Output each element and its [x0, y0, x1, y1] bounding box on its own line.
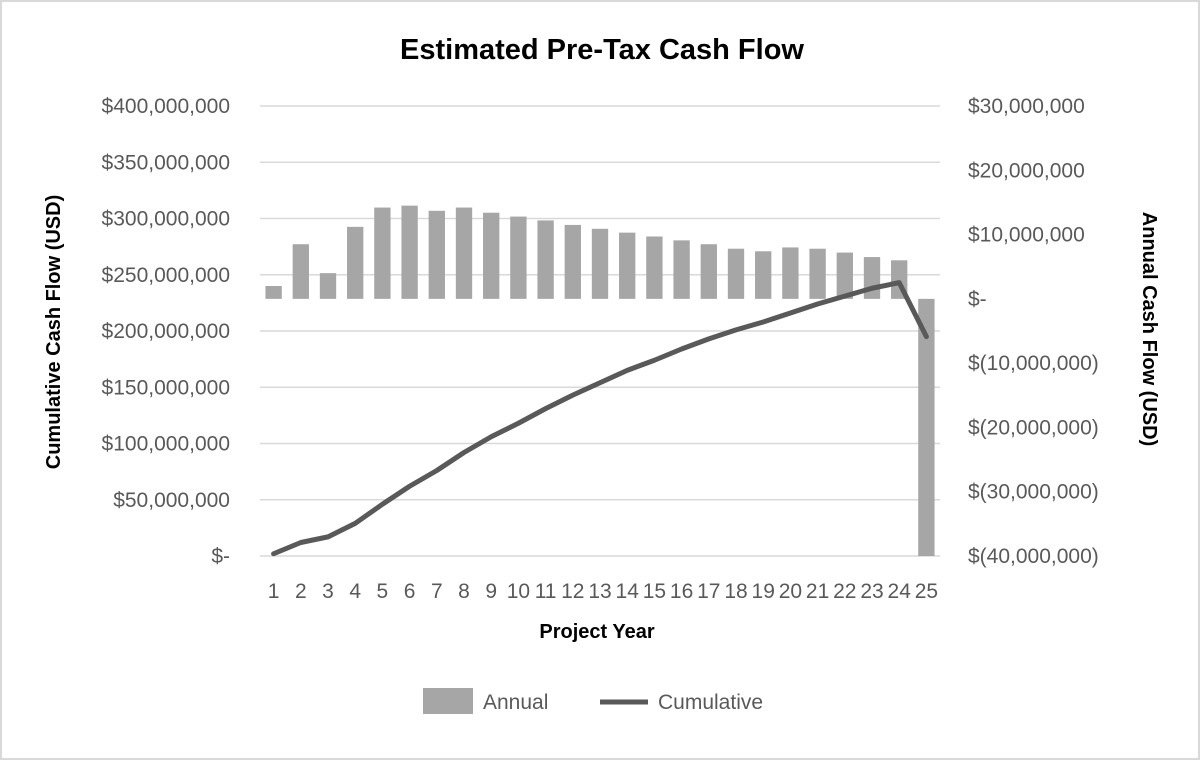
x-tick-label: 22	[833, 580, 856, 603]
legend-annual-label: Annual	[483, 691, 548, 714]
x-tick-label: 24	[888, 580, 912, 603]
annual-bar	[836, 252, 853, 299]
gridlines	[260, 105, 940, 557]
x-tick-label: 17	[697, 580, 720, 603]
x-tick-label: 15	[643, 580, 666, 603]
right-axis-title: Annual Cash Flow (USD)	[1138, 212, 1160, 446]
legend: Annual Cumulative	[423, 688, 763, 714]
right-tick-label: $(40,000,000)	[968, 545, 1099, 568]
annual-bar	[591, 228, 609, 299]
annual-bar	[863, 257, 881, 299]
cumulative-line-layer	[271, 280, 929, 557]
x-tick-label: 12	[561, 580, 584, 603]
legend-annual-swatch	[423, 688, 473, 714]
left-tick-label: $400,000,000	[102, 95, 230, 118]
annual-bar	[918, 298, 935, 556]
x-tick-label: 10	[507, 580, 530, 603]
annual-bar	[700, 244, 717, 299]
left-tick-label: $50,000,000	[113, 489, 230, 512]
annual-bar	[673, 240, 690, 299]
annual-bar	[646, 236, 663, 299]
x-tick-label: 7	[431, 580, 443, 603]
annual-bar	[619, 232, 636, 299]
right-tick-label: $10,000,000	[968, 224, 1085, 247]
annual-bar	[510, 216, 527, 299]
annual-bar	[809, 248, 826, 299]
annual-bar	[401, 205, 418, 299]
annual-bars	[265, 205, 935, 556]
right-tick-label: $(10,000,000)	[968, 352, 1099, 375]
left-tick-label: $300,000,000	[102, 208, 230, 231]
x-tick-label: 5	[377, 580, 389, 603]
cumulative-line	[271, 280, 929, 557]
x-tick-label: 6	[404, 580, 416, 603]
x-tick-label: 13	[588, 580, 611, 603]
right-tick-label: $20,000,000	[968, 159, 1085, 182]
x-tick-label: 3	[322, 580, 334, 603]
x-tick-label: 18	[724, 580, 747, 603]
annual-bar	[428, 210, 445, 299]
left-tick-label: $200,000,000	[102, 320, 230, 343]
x-tick-label: 11	[535, 580, 557, 603]
annual-bar	[374, 207, 391, 299]
x-tick-label: 19	[752, 580, 775, 603]
left-tick-label: $150,000,000	[102, 376, 230, 399]
right-tick-label: $(20,000,000)	[968, 416, 1099, 439]
x-tick-label: 25	[915, 580, 938, 603]
x-tick-label: 20	[779, 580, 802, 603]
x-axis-tick-labels: 1 2 3 4 5 6 7 8 9 10 11 12 13 14 15 16 17 18 19 20 21 22 23 24 2…	[268, 580, 938, 603]
x-tick-label: 9	[485, 580, 497, 603]
annual-bar	[727, 248, 745, 299]
left-tick-label: $100,000,000	[102, 433, 230, 456]
right-tick-label: $30,000,000	[968, 95, 1085, 118]
x-tick-label: 14	[616, 580, 640, 603]
x-tick-label: 4	[349, 580, 361, 603]
right-tick-label: $-	[968, 288, 987, 311]
chart-title: Estimated Pre-Tax Cash Flow	[400, 34, 804, 66]
right-axis-tick-labels: $(40,000,000) $(30,000,000) $(20,000,000) $…	[968, 95, 1099, 568]
annual-bar	[292, 244, 309, 299]
annual-bar	[755, 251, 772, 299]
x-tick-label: 8	[458, 580, 470, 603]
x-axis-title: Project Year	[539, 621, 654, 643]
annual-bar	[782, 247, 799, 299]
x-tick-label: 1	[268, 580, 280, 603]
left-tick-label: $-	[211, 545, 230, 568]
annual-bar	[265, 286, 282, 299]
annual-bar	[455, 207, 473, 299]
left-axis-title: Cumulative Cash Flow (USD)	[43, 195, 65, 469]
x-tick-label: 21	[806, 580, 829, 603]
annual-bar	[564, 224, 581, 299]
x-tick-label: 2	[295, 580, 307, 603]
left-axis-tick-labels: $- $50,000,000 $100,000,000 $150,000,000 $20…	[102, 95, 230, 568]
left-tick-label: $350,000,000	[102, 151, 230, 174]
annual-bar	[537, 220, 554, 299]
annual-bar	[347, 226, 364, 299]
annual-bar	[319, 273, 337, 299]
x-tick-label: 16	[670, 580, 693, 603]
left-tick-label: $250,000,000	[102, 264, 230, 287]
annual-bar	[483, 212, 500, 299]
legend-cumulative-label: Cumulative	[658, 691, 763, 714]
x-tick-label: 23	[860, 580, 883, 603]
right-tick-label: $(30,000,000)	[968, 481, 1099, 504]
